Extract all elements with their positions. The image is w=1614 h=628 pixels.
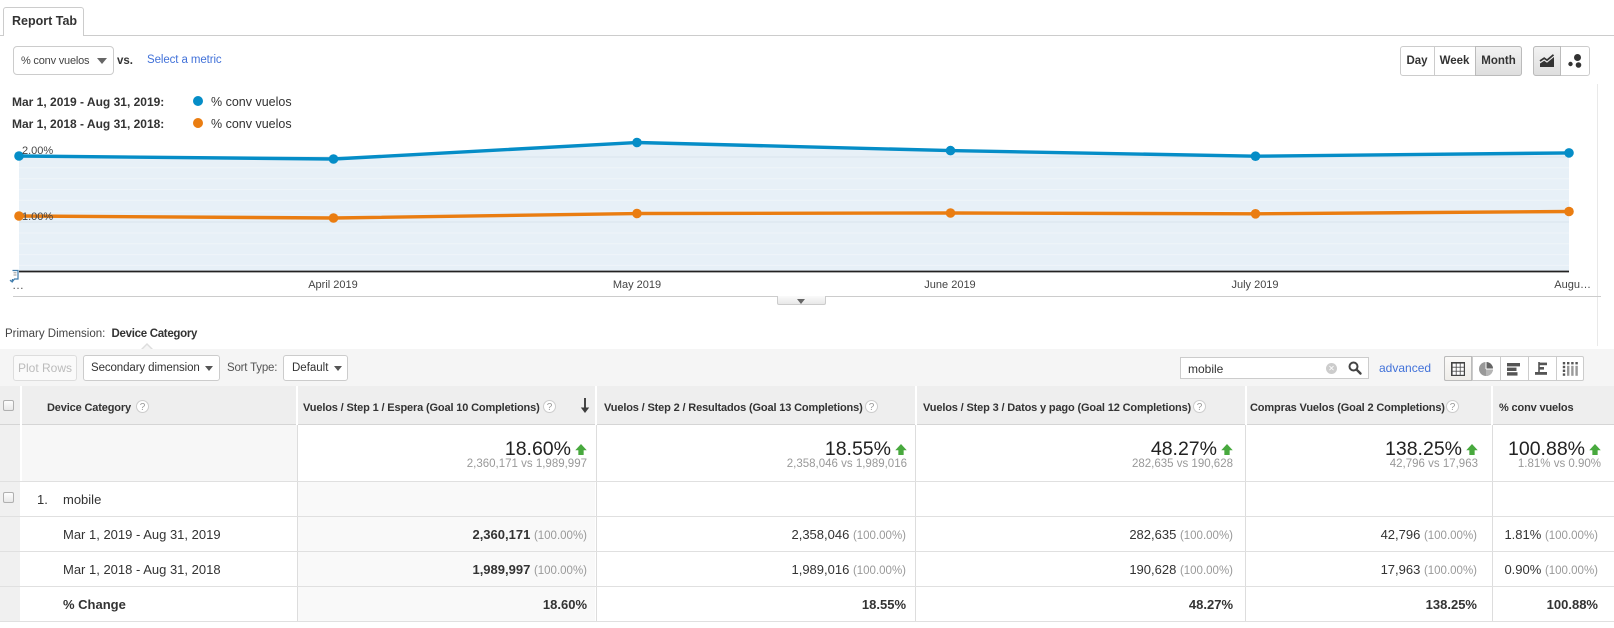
svg-text:July 2019: July 2019 [1231, 279, 1278, 291]
svg-text:June 2019: June 2019 [924, 279, 975, 291]
svg-text:May 2019: May 2019 [613, 279, 661, 291]
svg-text:Augu…: Augu… [1554, 279, 1591, 291]
svg-text:2.00%: 2.00% [22, 145, 53, 157]
svg-text:April 2019: April 2019 [308, 279, 358, 291]
svg-text:1.00%: 1.00% [22, 211, 53, 223]
svg-text:…: … [12, 278, 24, 292]
